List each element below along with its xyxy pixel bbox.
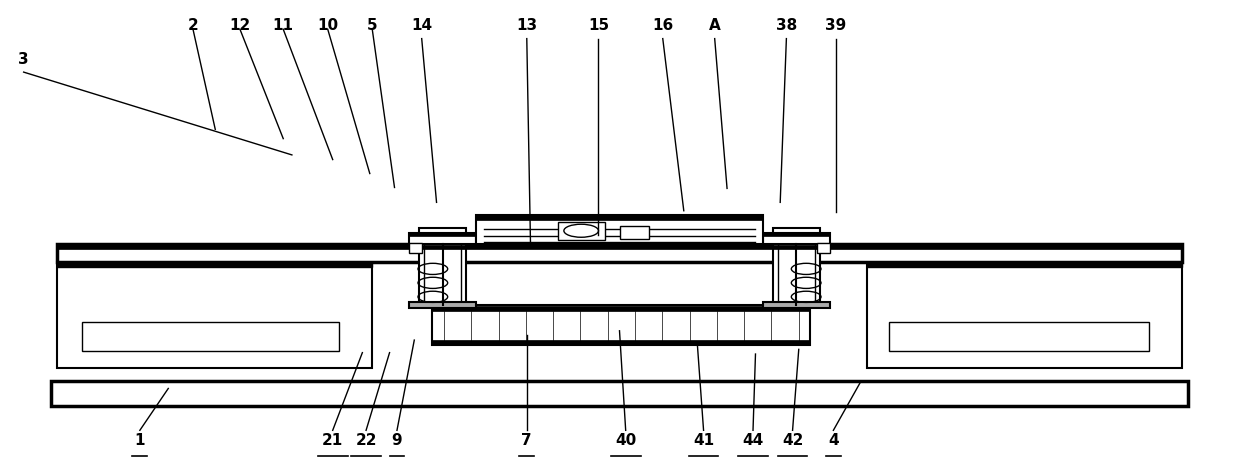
Text: 44: 44: [742, 433, 763, 448]
Bar: [409, 243, 421, 253]
Text: 21: 21: [322, 433, 343, 448]
Bar: [409, 233, 476, 236]
Bar: [409, 302, 476, 307]
Bar: [558, 222, 605, 240]
Bar: [773, 242, 820, 305]
Text: 5: 5: [367, 18, 378, 33]
Bar: [867, 262, 1182, 267]
Bar: [773, 228, 820, 233]
Text: 14: 14: [411, 18, 432, 33]
Text: 15: 15: [589, 18, 610, 33]
Text: 41: 41: [693, 433, 714, 448]
Text: 10: 10: [317, 18, 338, 33]
Text: 4: 4: [828, 433, 839, 448]
Bar: [419, 228, 466, 233]
Bar: [818, 243, 830, 253]
Bar: [476, 215, 763, 220]
Bar: [763, 302, 830, 307]
Bar: [419, 242, 466, 305]
Text: 7: 7: [522, 433, 532, 448]
Text: 42: 42: [782, 433, 803, 448]
Bar: [763, 233, 830, 244]
Text: 22: 22: [356, 433, 377, 448]
Bar: [867, 262, 1182, 368]
Text: 2: 2: [187, 18, 198, 33]
Bar: [57, 262, 372, 267]
Text: 16: 16: [652, 18, 673, 33]
Text: 12: 12: [229, 18, 250, 33]
Bar: [431, 306, 810, 311]
Text: 1: 1: [135, 433, 145, 448]
Bar: [890, 322, 1149, 351]
Bar: [409, 233, 476, 244]
Bar: [778, 244, 815, 302]
Bar: [424, 244, 461, 302]
Bar: [51, 380, 1188, 406]
Bar: [82, 322, 339, 351]
Text: 9: 9: [392, 433, 403, 448]
Text: A: A: [709, 18, 721, 33]
Bar: [57, 244, 1182, 262]
Text: 38: 38: [776, 18, 797, 33]
Text: 11: 11: [273, 18, 294, 33]
Text: 40: 40: [615, 433, 637, 448]
Bar: [763, 233, 830, 236]
Text: 39: 39: [825, 18, 846, 33]
Bar: [476, 215, 763, 244]
Text: 13: 13: [517, 18, 538, 33]
Bar: [57, 262, 372, 368]
Bar: [620, 226, 649, 239]
Text: 3: 3: [19, 52, 28, 67]
Bar: [57, 245, 1182, 249]
Bar: [431, 340, 810, 345]
Bar: [431, 305, 810, 345]
